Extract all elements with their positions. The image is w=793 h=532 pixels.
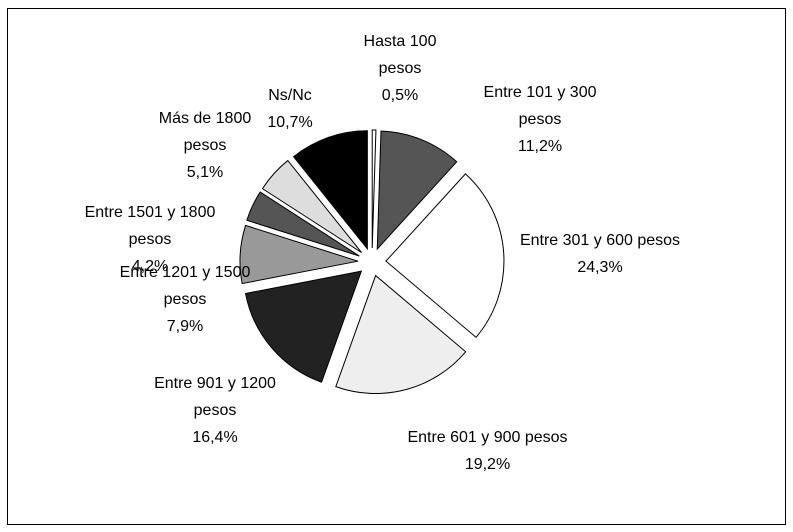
pie-slice: [335, 274, 467, 394]
value-label: 19,2%: [464, 456, 511, 473]
category-label: Entre 1201 y 1500 pesos: [119, 264, 251, 308]
pie-slice: [244, 270, 363, 383]
pie-slice: [292, 130, 368, 251]
slice-label: Entre 301 y 600 pesos 24,3%: [515, 227, 685, 281]
slice-label: Entre 1501 y 1800 pesos 4,2%: [80, 199, 220, 280]
pie-slice: [246, 191, 360, 257]
value-label: 24,3%: [577, 259, 623, 276]
value-label: 7,9%: [166, 318, 204, 335]
slice-label: Más de 1800 pesos 5,1%: [140, 105, 270, 186]
slice-label: Ns/Nc 10,7%: [260, 82, 320, 136]
slice-label: Entre 101 y 300 pesos 11,2%: [465, 79, 615, 160]
pie-slice: [385, 173, 505, 339]
value-label: 5,1%: [186, 164, 224, 181]
value-label: 0,5%: [381, 87, 419, 104]
category-label: Ns/Nc: [268, 87, 312, 104]
pie-slice: [371, 129, 377, 249]
slice-label: Hasta 100 pesos 0,5%: [355, 28, 445, 109]
category-label: Entre 101 y 300 pesos: [483, 84, 597, 128]
category-label: Entre 301 y 600 pesos: [519, 232, 681, 249]
value-label: 4,2%: [131, 258, 169, 275]
category-label: Más de 1800 pesos: [158, 110, 252, 154]
slice-label: Entre 601 y 900 pesos 19,2%: [400, 424, 575, 478]
pie-slice: [261, 159, 362, 254]
value-label: 16,4%: [192, 429, 238, 446]
value-label: 11,2%: [517, 138, 563, 155]
pie-slice: [239, 224, 359, 285]
category-label: Entre 601 y 900 pesos: [407, 429, 568, 446]
category-label: Hasta 100 pesos: [363, 33, 437, 77]
slice-label: Entre 1201 y 1500 pesos 7,9%: [110, 259, 260, 340]
category-label: Entre 1501 y 1800 pesos: [84, 204, 216, 248]
frame: [7, 8, 786, 525]
value-label: 10,7%: [267, 114, 313, 131]
category-label: Entre 901 y 1200 pesos: [154, 375, 276, 419]
slice-label: Entre 901 y 1200 pesos 16,4%: [150, 370, 280, 451]
pie-slice: [376, 130, 458, 251]
